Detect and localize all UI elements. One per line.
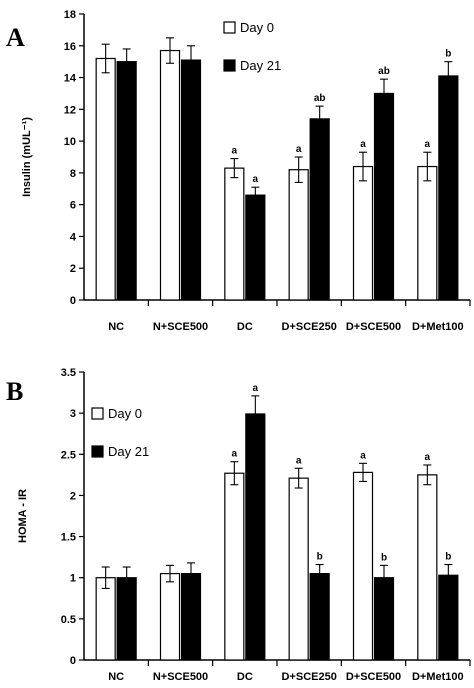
chart-a-significance-label: a <box>296 144 302 155</box>
chart-b-category-label: D+SCE500 <box>346 671 401 683</box>
chart-a-y-axis-label: Insulin (mUL⁻¹) <box>21 117 33 197</box>
chart-a-y-tick-label: 2 <box>70 263 76 275</box>
chart-b-y-tick-label: 1 <box>70 573 76 585</box>
chart-b-y-tick-label: 3 <box>70 408 76 420</box>
chart-b-bar-day21 <box>309 572 330 661</box>
chart-a-significance-label: a <box>360 139 366 150</box>
chart-b-significance-label: a <box>296 455 302 466</box>
chart-b-bar-day21 <box>438 574 459 661</box>
chart-a-category-label: DC <box>237 321 253 333</box>
chart-b-y-tick-label: 3.5 <box>61 367 76 379</box>
chart-a-legend-swatch <box>223 59 236 72</box>
chart-b-y-axis-label: HOMA - IR <box>17 489 29 543</box>
chart-b-y-tick-label: 2 <box>70 490 76 502</box>
chart-a-bar-day21 <box>116 61 137 301</box>
chart-b-bar-day0 <box>417 474 438 661</box>
chart-b-y-tick-label: 1.5 <box>61 532 76 544</box>
chart-a-y-tick-label: 8 <box>70 168 76 180</box>
chart-b-y-tick-label: 0.5 <box>61 614 76 626</box>
chart-a-y-tick-label: 12 <box>64 104 76 116</box>
chart-b-bar-day21 <box>116 577 137 661</box>
chart-a-bar-day0 <box>352 165 374 301</box>
chart-b-significance-label: a <box>232 449 238 460</box>
chart-a-legend-label: Day 0 <box>240 20 274 35</box>
chart-a-legend-label: Day 21 <box>240 58 281 73</box>
chart-a-bar-day0 <box>224 167 245 301</box>
chart-a-significance-label: a <box>253 174 259 185</box>
chart-a-bar-day21 <box>309 118 330 301</box>
chart-a-category-label: N+SCE500 <box>153 321 208 333</box>
chart-a-y-tick-label: 16 <box>64 41 76 53</box>
chart-b-significance-label: a <box>360 450 366 461</box>
chart-a-y-tick-label: 4 <box>70 231 77 243</box>
chart-a-bar-day0 <box>95 57 116 301</box>
chart-a-y-tick-label: 14 <box>64 73 77 85</box>
chart-b-bar-day0 <box>95 577 116 661</box>
chart-b-y-tick-label: 2.5 <box>61 449 76 461</box>
chart-a-bar-day21 <box>373 92 395 301</box>
chart-b-significance-label: b <box>445 552 451 563</box>
chart-b-bar-day0 <box>352 471 374 661</box>
chart-b-category-label: N+SCE500 <box>153 671 208 683</box>
chart-a-significance-label: b <box>445 49 451 60</box>
chart-a-category-label: D+Met100 <box>412 321 464 333</box>
chart-a-significance-label: a <box>232 146 238 157</box>
chart-a-y-tick-label: 10 <box>64 136 76 148</box>
chart-b-legend-swatch <box>91 407 104 420</box>
chart-b-category-label: D+SCE250 <box>281 671 336 683</box>
chart-b-significance-label: a <box>425 452 431 463</box>
chart-b-bar-day0 <box>288 477 309 661</box>
chart-b-significance-label: b <box>317 552 323 563</box>
chart-b-category-label: D+Met100 <box>412 671 464 683</box>
chart-a-y-tick-label: 6 <box>70 200 76 212</box>
chart-a-category-label: D+SCE500 <box>346 321 401 333</box>
chart-a-y-tick-label: 0 <box>70 295 76 307</box>
chart-a-category-label: NC <box>108 321 124 333</box>
chart-b-category-label: DC <box>237 671 253 683</box>
chart-a-bar-day21 <box>245 194 266 301</box>
chart-b-y-tick-label: 0 <box>70 655 76 667</box>
chart-b-bar-day0 <box>159 572 181 661</box>
chart-a-y-tick-label: 18 <box>64 9 76 21</box>
chart-b-legend-label: Day 21 <box>108 444 149 459</box>
chart-b-legend-label: Day 0 <box>108 406 142 421</box>
chart-a-bar-day21 <box>438 75 459 301</box>
chart-b-legend-swatch <box>91 445 104 458</box>
chart-a-significance-label: ab <box>378 66 390 77</box>
chart-a-legend-swatch <box>223 21 236 34</box>
chart-a-significance-label: ab <box>314 93 326 104</box>
chart-b-category-label: NC <box>108 671 124 683</box>
chart-a-bar-day0 <box>417 165 438 301</box>
chart-a-significance-label: a <box>425 139 431 150</box>
chart-a-bar-day0 <box>288 169 309 301</box>
chart-b-bar-day21 <box>245 413 266 661</box>
chart-a-panel-letter: A <box>6 23 25 52</box>
chart-b-panel-letter: B <box>6 377 23 406</box>
chart-b-significance-label: b <box>381 552 387 563</box>
chart-b-significance-label: a <box>253 383 259 394</box>
chart-a-category-label: D+SCE250 <box>281 321 336 333</box>
chart-b-bar-day0 <box>224 472 245 661</box>
chart-b-bar-day21 <box>180 572 202 661</box>
chart-a-bar-day21 <box>180 59 202 301</box>
chart-a-bar-day0 <box>159 49 181 301</box>
